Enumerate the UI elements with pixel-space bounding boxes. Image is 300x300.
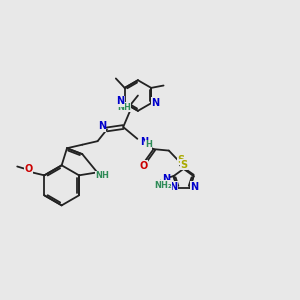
Text: N: N (98, 122, 106, 131)
Text: S: S (181, 160, 188, 170)
Text: H: H (155, 183, 162, 192)
Text: NH₂: NH₂ (154, 181, 172, 190)
Text: S: S (178, 155, 185, 165)
Text: H: H (145, 140, 152, 149)
Text: NH: NH (96, 171, 110, 180)
Text: H: H (159, 179, 166, 188)
Text: N: N (169, 182, 177, 192)
Text: O: O (139, 160, 147, 171)
Text: N: N (116, 96, 124, 106)
Text: N: N (162, 174, 170, 184)
Text: NH: NH (117, 103, 131, 112)
Text: N: N (151, 98, 159, 108)
Text: O: O (24, 164, 33, 174)
Text: N: N (140, 137, 148, 147)
Text: N: N (190, 182, 199, 192)
